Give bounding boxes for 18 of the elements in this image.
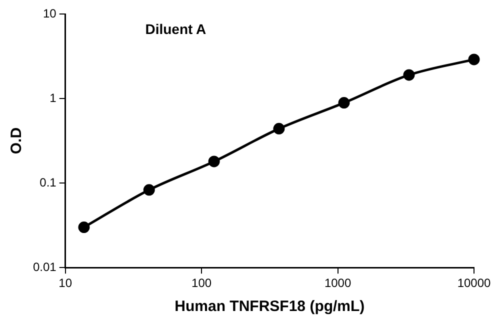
point xyxy=(78,222,90,234)
point xyxy=(143,184,155,196)
point xyxy=(208,156,220,168)
y-axis-title: O.D xyxy=(8,127,26,154)
point xyxy=(273,122,285,134)
x-tick-label: 1000 xyxy=(324,276,352,290)
y-tick-label: 0.1 xyxy=(40,175,57,190)
y-tick-label: 0.01 xyxy=(32,260,57,274)
x-tick-label: 10 xyxy=(58,276,72,290)
x-tick-label: 10000 xyxy=(457,276,492,290)
y-tick-label: 1 xyxy=(50,90,57,105)
point xyxy=(403,69,415,81)
text: Diluent A xyxy=(145,21,206,37)
x-tick-label: 100 xyxy=(192,276,212,290)
point xyxy=(468,54,480,66)
y-tick-label: 10 xyxy=(42,6,57,20)
x-axis-title: Human TNFRSF18 (pg/mL) xyxy=(174,298,365,316)
point xyxy=(338,97,350,109)
